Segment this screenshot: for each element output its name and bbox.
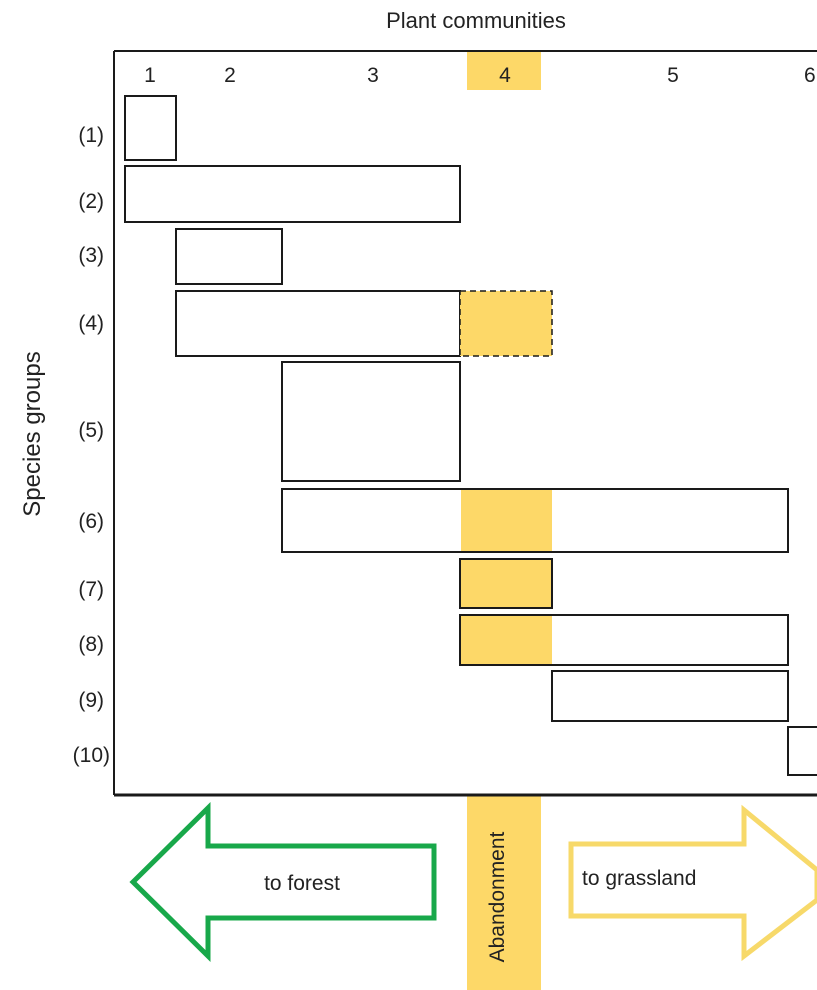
to-forest-arrow: [129, 802, 437, 962]
group-label-7: (7): [78, 578, 104, 601]
diagram-title: Plant communities: [386, 8, 566, 33]
group-label-9: (9): [78, 689, 104, 712]
group-3-bar: [175, 228, 283, 285]
group-label-6: (6): [78, 510, 104, 533]
community-label-1: 1: [144, 64, 156, 87]
group-8-highlight: [461, 616, 552, 664]
group-9-bar: [551, 670, 789, 722]
group-4-abandonment-extension: [459, 290, 553, 357]
group-label-10: (10): [73, 744, 110, 767]
to-forest-label: to forest: [264, 872, 340, 895]
community-labels: 1 2 3 4 5 6: [144, 64, 816, 87]
group-1-bar: [124, 95, 177, 161]
community-4-header-highlight: [467, 52, 541, 90]
community-label-5: 5: [667, 64, 679, 87]
group-4-bar: [175, 290, 461, 357]
to-grassland-arrow: [568, 804, 817, 962]
plot-frame: [113, 50, 817, 797]
species-group-labels: (1) (2) (3) (4) (5) (6) (7) (8) (9) (10): [73, 124, 110, 767]
group-7-bar: [459, 558, 553, 609]
group-label-1: (1): [78, 124, 104, 147]
group-label-8: (8): [78, 633, 104, 656]
species-bars: [124, 95, 817, 776]
group-10-bar: [787, 726, 817, 776]
group-label-3: (3): [78, 244, 104, 267]
group-label-2: (2): [78, 190, 104, 213]
group-label-5: (5): [78, 419, 104, 442]
group-2-bar: [124, 165, 461, 223]
abandonment-label: Abandonment: [486, 831, 509, 962]
group-label-4: (4): [78, 312, 104, 335]
community-label-2: 2: [224, 64, 236, 87]
y-axis-title: Species groups: [19, 351, 46, 516]
group-5-bar: [281, 361, 461, 482]
community-label-6: 6: [804, 64, 816, 87]
abandonment-column: [467, 796, 541, 990]
community-label-4: 4: [499, 64, 511, 87]
to-grassland-label: to grassland: [582, 867, 696, 890]
succession-arrows: to forest Abandonment to grassland: [129, 802, 817, 962]
community-label-3: 3: [367, 64, 379, 87]
group-6-highlight: [461, 490, 552, 551]
